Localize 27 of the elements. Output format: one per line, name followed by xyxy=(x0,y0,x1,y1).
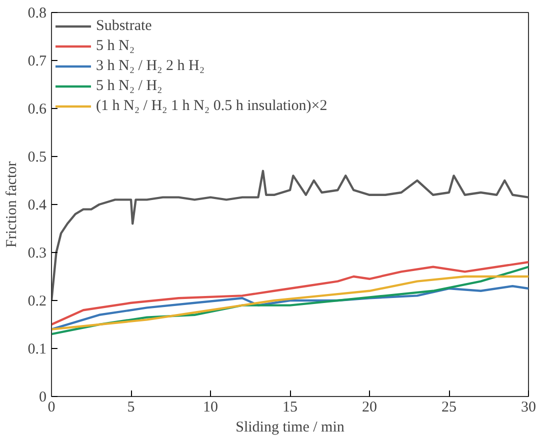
y-tick-label: 0.3 xyxy=(28,246,46,262)
line-series xyxy=(52,266,528,336)
legend-label: 5 h N₂ xyxy=(96,38,135,54)
line-series xyxy=(52,170,528,302)
y-tick-label: 0.5 xyxy=(28,150,46,166)
x-tick-label: 10 xyxy=(203,400,218,416)
line-series xyxy=(52,261,528,326)
y-tick-label: 0.1 xyxy=(28,342,46,358)
legend-label: 5 h N₂ / H₂ xyxy=(96,78,162,94)
y-tick-label: 0.2 xyxy=(28,294,46,310)
y-axis-title: Friction factor xyxy=(4,161,20,248)
legend-label: Substrate xyxy=(96,18,152,34)
legend-label: (1 h N₂ / H₂ 1 h N₂ 0.5 h insulation)×2 xyxy=(96,98,328,114)
y-tick-label: 0 xyxy=(39,390,46,406)
legend-label: 3 h N₂ / H₂ 2 h H₂ xyxy=(96,58,205,74)
x-tick-label: 15 xyxy=(282,400,298,416)
line-series xyxy=(52,275,528,330)
y-tick-label: 0.7 xyxy=(28,54,47,70)
x-tick-label: 25 xyxy=(442,400,456,416)
x-tick-label: 30 xyxy=(521,400,536,416)
line-series xyxy=(52,285,528,330)
x-tick-label: 5 xyxy=(127,400,135,416)
y-tick-label: 0.6 xyxy=(28,102,47,118)
x-tick-label: 20 xyxy=(362,400,377,416)
y-tick-label: 0.4 xyxy=(28,198,47,214)
y-tick-label: 0.8 xyxy=(28,6,46,22)
x-axis-title: Sliding time / min xyxy=(236,420,345,436)
